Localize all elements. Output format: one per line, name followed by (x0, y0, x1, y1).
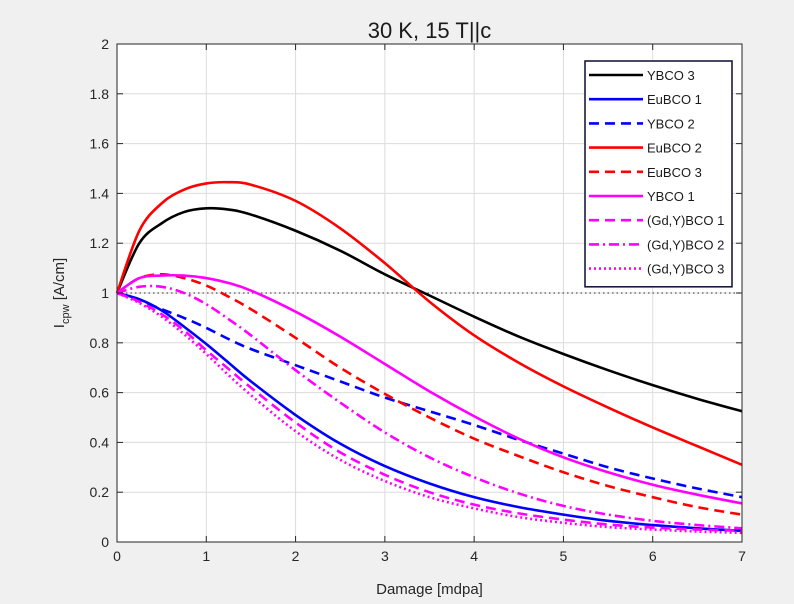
y-tick-label: 1.6 (90, 136, 110, 152)
series-line-6 (116, 273, 743, 505)
series-line-9 (116, 291, 743, 535)
x-tick-label: 7 (738, 548, 746, 564)
ticks (116, 43, 743, 543)
x-tick-label: 1 (202, 548, 210, 564)
x-tick-label: 6 (649, 548, 657, 564)
legend-label: (Gd,Y)BCO 2 (647, 237, 724, 252)
y-tick-label: 0.6 (90, 385, 110, 401)
y-tick-label: 0 (101, 534, 109, 550)
grid (117, 44, 742, 542)
legend-label: YBCO 3 (647, 68, 695, 83)
y-tick-label: 0.8 (90, 335, 110, 351)
series-line-5 (116, 273, 743, 516)
series-line-3 (116, 291, 743, 499)
legend-label: EuBCO 2 (647, 141, 702, 156)
series-line-1 (115, 206, 743, 413)
series-line-2 (116, 291, 743, 533)
x-axis-label: Damage [mdpa] (376, 581, 483, 598)
legend-label: (Gd,Y)BCO 1 (647, 213, 724, 228)
legend: YBCO 3 EuBCO 1 YBCO 2 EuBCO 2 EuBCO 3 YBCO 1 (… (584, 60, 733, 288)
legend-label: EuBCO 1 (647, 92, 702, 107)
y-tick-label: 0.2 (90, 484, 110, 500)
y-axis-label-subscript: cpw (60, 304, 72, 324)
series-line-4 (115, 180, 743, 467)
x-tick-label: 2 (292, 548, 300, 564)
legend-label: EuBCO 3 (647, 165, 702, 180)
y-tick-label: 0.4 (90, 434, 110, 450)
y-tick-label: 1.4 (90, 185, 110, 201)
y-tick-label: 1.8 (90, 86, 110, 102)
x-tick-label: 5 (560, 548, 568, 564)
x-tick-label: 3 (381, 548, 389, 564)
x-tick-label: 4 (470, 548, 478, 564)
y-tick-label: 1 (101, 285, 109, 301)
y-tick-label: 2 (101, 36, 109, 52)
series-group (115, 180, 743, 535)
legend-label: (Gd,Y)BCO 3 (647, 262, 724, 277)
y-tick-label: 1.2 (90, 235, 110, 251)
x-tick-label: 0 (113, 548, 121, 564)
y-axis-label: Icpw [A/cm] (51, 258, 72, 328)
legend-label: YBCO 1 (647, 189, 695, 204)
y-tick-labels: 0 0.2 0.4 0.6 0.8 1 1.2 1.4 1.6 1.8 2 (90, 36, 110, 550)
legend-label: YBCO 2 (647, 116, 695, 131)
y-axis-label-unit: [A/cm] (51, 258, 68, 305)
chart-title: 30 K, 15 T||c (368, 18, 492, 43)
y-axis-label-main: I (51, 324, 68, 328)
series-line-8 (116, 284, 743, 530)
x-tick-labels: 0 1 2 3 4 5 6 7 (113, 548, 746, 564)
